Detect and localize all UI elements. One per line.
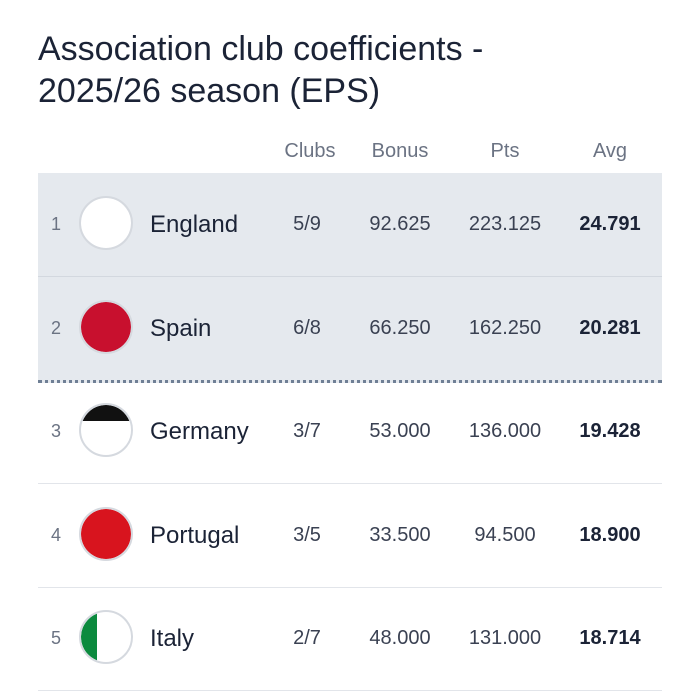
clubs: 2/7 [293, 627, 321, 649]
rank: 2 [50, 317, 61, 338]
column-header: Avg [592, 140, 628, 162]
country: Portugal [150, 521, 240, 549]
rank: 1 [50, 214, 61, 234]
clubs: 6/8 [293, 316, 321, 339]
bonus: 66.250 [369, 316, 431, 339]
rank: 5 [50, 628, 61, 648]
average: 18.714 [579, 627, 641, 649]
rank: 3 [50, 421, 61, 441]
clubs: 3/5 [293, 523, 321, 546]
bonus: 92.625 [369, 213, 431, 235]
average: 20.281 [579, 316, 641, 339]
points: 131.000 [468, 627, 542, 649]
average: 24.791 [579, 213, 641, 235]
flag-icon [79, 506, 133, 561]
flag-icon [79, 610, 133, 664]
country: Spain [150, 314, 212, 342]
bonus: 33.500 [369, 523, 431, 546]
clubs: 5/9 [293, 213, 321, 235]
average: 19.428 [579, 420, 641, 442]
country: Italy [150, 625, 195, 652]
flag-icon [79, 299, 133, 354]
average: 18.900 [579, 523, 641, 546]
table-row: 5 Italy 2/7 48.000 131.000 18.714 [38, 587, 662, 691]
column-header: Bonus [371, 140, 429, 162]
table-row: 4 Portugal 3/5 33.500 94.500 18.900 [38, 484, 662, 588]
points: 136.000 [468, 420, 542, 442]
rank: 4 [50, 524, 61, 545]
points: 223.125 [468, 213, 542, 235]
country: Germany [150, 418, 249, 445]
column-header: Clubs [284, 140, 336, 162]
clubs: 3/7 [293, 420, 321, 442]
table-row: 1 England 5/9 92.625 223.125 24.791 [38, 173, 662, 277]
flag-icon [79, 196, 133, 250]
column-header: Pts [490, 140, 520, 162]
country: England [150, 211, 239, 238]
points: 162.250 [468, 316, 542, 339]
title: Association club coefficients - 2025/26 … [38, 30, 484, 110]
points: 94.500 [474, 523, 536, 546]
bonus: 48.000 [369, 627, 431, 649]
bonus: 53.000 [369, 420, 431, 442]
flag-icon [79, 403, 133, 457]
table-row: 3 Germany 3/7 53.000 136.000 19.428 [38, 380, 662, 484]
table-row: 2 Spain 6/8 66.250 162.250 20.281 [38, 276, 662, 383]
